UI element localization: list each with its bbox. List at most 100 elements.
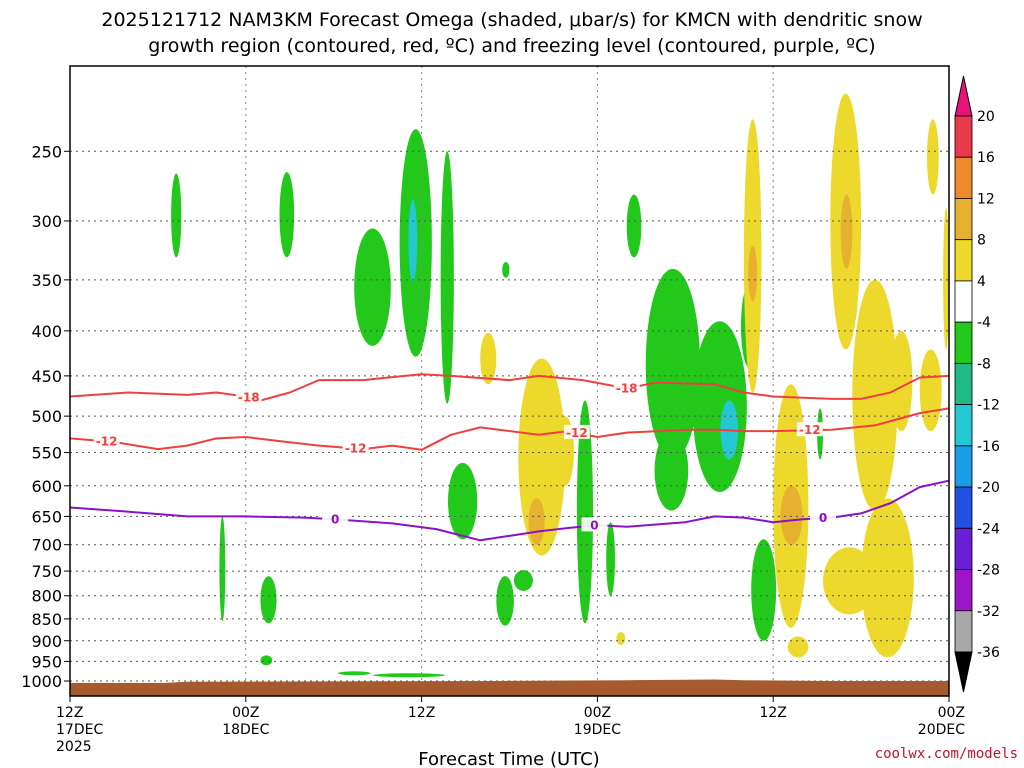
- omega-region-3: [408, 199, 418, 283]
- y-tick-label-1000: 1000: [21, 672, 62, 691]
- x-tick-label-12-1: 18DEC: [222, 722, 269, 738]
- omega-region-42: [787, 636, 809, 658]
- omega-region-6: [447, 462, 478, 540]
- contour-label-0-1: -18: [616, 381, 638, 395]
- colorbar-segment-6: [954, 362, 973, 406]
- y-tick-label-300: 300: [31, 212, 62, 231]
- colorbar-label-7: -12: [977, 398, 1000, 414]
- omega-region-29: [528, 498, 545, 545]
- colorbar-label-8: -16: [977, 439, 1000, 455]
- omega-region-0: [279, 172, 295, 258]
- contour-label-2-1: 0: [590, 518, 598, 532]
- colorbar-segment-9: [954, 486, 973, 529]
- contour-label-2-0: 0: [331, 512, 339, 526]
- colorbar-label-1: 16: [977, 150, 995, 166]
- y-tick-label-650: 650: [31, 507, 62, 526]
- chart-title-line-2: growth region (contoured, red, ºC) and f…: [148, 35, 875, 57]
- colorbar-label-0: 20: [977, 109, 995, 125]
- colorbar-bottom-arrow: [954, 651, 973, 693]
- credit-text[interactable]: coolwx.com/models: [875, 746, 1018, 762]
- y-axis: 250 300 350 400 450 500 550 600 650 700 750 800 850 9…: [21, 142, 70, 691]
- omega-region-13: [645, 268, 700, 460]
- omega-region-23: [338, 671, 371, 676]
- colorbar-label-5: -4: [977, 315, 991, 331]
- omega-region-15: [692, 321, 747, 493]
- contour-label-bg-0-1: [613, 380, 640, 395]
- colorbar-segment-7: [954, 404, 973, 447]
- omega-region-5: [502, 261, 510, 278]
- colorbar-label-11: -28: [977, 563, 1000, 579]
- x-tick-label-0-2: 2025: [56, 739, 92, 755]
- plot-frame: [69, 65, 950, 697]
- y-tick-label-400: 400: [31, 322, 62, 341]
- omega-region-12: [626, 194, 642, 258]
- contour-label-1-2: -12: [566, 426, 588, 440]
- x-tick-label-60-0: 00Z: [938, 705, 965, 721]
- omega-region-10: [576, 400, 594, 624]
- omega-region-20: [219, 516, 226, 622]
- colorbar-label-13: -36: [977, 645, 1000, 661]
- y-tick-label-250: 250: [31, 142, 62, 161]
- omega-region-43: [927, 119, 939, 195]
- x-axis-label: Forecast Time (UTC): [418, 749, 599, 768]
- colorbar-label-4: 4: [977, 274, 986, 290]
- contour-label-bg-1-2: [563, 424, 590, 439]
- omega-region-34: [780, 485, 803, 545]
- colorbar-segment-8: [954, 445, 973, 488]
- contour-label-bg-0-0: [235, 389, 262, 404]
- contour-label-0-0: -18: [238, 390, 260, 404]
- x-tick-label-60-1: 20DEC: [918, 722, 965, 738]
- colorbar-label-2: 12: [977, 191, 995, 207]
- colorbar-segment-11: [954, 569, 973, 612]
- y-tick-label-600: 600: [31, 477, 62, 496]
- colorbar-label-10: -24: [977, 521, 1000, 537]
- colorbar-label-12: -32: [977, 604, 1000, 620]
- omega-region-11: [606, 522, 615, 596]
- colorbar-segment-5: [954, 321, 973, 364]
- omega-shading-layer: [171, 93, 949, 678]
- colorbar-segment-0: [954, 115, 973, 158]
- contour-label-bg-1-1: [342, 440, 369, 455]
- omega-region-28: [518, 358, 566, 556]
- colorbar-label-9: -20: [977, 480, 1000, 496]
- contour-label-bg-2-1: [581, 517, 608, 532]
- terrain-layer: [70, 679, 949, 696]
- x-tick-label-48-0: 12Z: [759, 705, 786, 721]
- colorbar-segment-10: [954, 527, 973, 570]
- omega-region-36: [840, 194, 853, 269]
- y-tick-label-950: 950: [31, 652, 62, 671]
- y-tick-label-700: 700: [31, 536, 62, 555]
- omega-region-44: [943, 207, 949, 350]
- x-tick-label-0-1: 17DEC: [56, 722, 103, 738]
- omega-region-32: [748, 245, 758, 302]
- contour-labels: -18 -18 -12 -12 -12 -12 0 0 0: [93, 380, 837, 532]
- colorbar-segment-12: [954, 610, 973, 653]
- omega-region-14: [654, 431, 689, 511]
- omega-region-4: [440, 151, 454, 404]
- contour-label-bg-2-2: [810, 510, 837, 525]
- colorbar-label-3: 8: [977, 233, 986, 249]
- omega-region-38: [861, 498, 914, 658]
- colorbar-top-arrow: [954, 75, 973, 117]
- omega-region-41: [823, 547, 876, 615]
- omega-region-1: [354, 228, 391, 346]
- colorbar-label-6: -8: [977, 356, 991, 372]
- y-tick-label-450: 450: [31, 367, 62, 386]
- omega-region-27: [480, 332, 497, 385]
- y-tick-label-500: 500: [31, 407, 62, 426]
- omega-region-39: [890, 330, 913, 432]
- omega-region-18: [751, 539, 777, 641]
- y-tick-label-850: 850: [31, 610, 62, 629]
- x-tick-label-12-0: 00Z: [232, 705, 259, 721]
- omega-region-46: [616, 632, 626, 645]
- y-tick-label-800: 800: [31, 587, 62, 606]
- contour-label-1-3: -12: [799, 423, 821, 437]
- y-tick-label-900: 900: [31, 632, 62, 651]
- x-tick-label-36-0: 00Z: [584, 705, 611, 721]
- omega-region-22: [260, 655, 273, 666]
- contour-label-bg-2-0: [322, 511, 349, 526]
- omega-region-9: [496, 576, 514, 626]
- x-tick-label-24-0: 12Z: [408, 705, 435, 721]
